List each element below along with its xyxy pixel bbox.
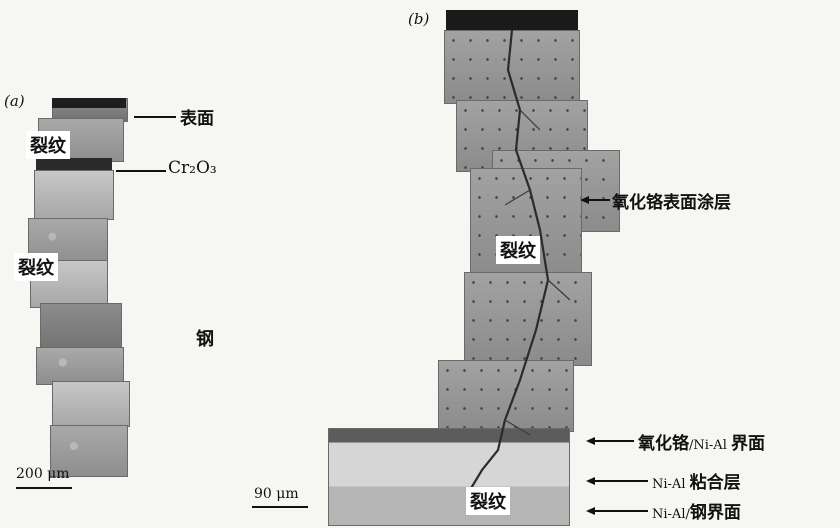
oxide-pointer [116, 170, 166, 172]
crack-label: 裂纹 [496, 236, 540, 264]
surface-pointer [134, 116, 176, 118]
crack-label: 裂纹 [466, 487, 510, 515]
oxide-band [36, 158, 112, 170]
oxide-interface-mid: /Ni-Al [689, 438, 731, 453]
surface-band [52, 98, 126, 108]
arrow-left-icon [586, 507, 595, 515]
coating-pointer [588, 199, 610, 201]
crack-label: 裂纹 [14, 253, 58, 281]
oxide-interface-prefix: 氧化铬 [638, 434, 689, 454]
bond-layer-suffix: 粘合层 [689, 473, 741, 493]
panel-b-label: (b) [408, 10, 430, 28]
bond-layer-pointer [594, 480, 648, 482]
bond-layer-tile [328, 428, 570, 526]
steel-interface-annotation: Ni-Al/钢界面 [652, 498, 741, 523]
coating-surface-band [446, 10, 578, 32]
panel-a-label: (a) [4, 92, 25, 110]
oxide-interface-annotation: 氧化铬/Ni-Al 界面 [638, 429, 765, 454]
scale-label: 200 μm [16, 466, 70, 482]
micrograph-tile [34, 170, 114, 220]
surface-annotation: 表面 [180, 109, 214, 129]
micrograph-tile [50, 425, 128, 477]
bond-layer-prefix: Ni-Al [652, 477, 690, 492]
arrow-left-icon [580, 196, 589, 204]
steel-interface-suffix: 钢界面 [689, 503, 741, 523]
crack-label: 裂纹 [26, 131, 70, 159]
arrow-left-icon [586, 437, 595, 445]
arrow-left-icon [586, 477, 595, 485]
micrograph-tile [40, 303, 122, 351]
oxide-annotation: Cr₂O₃ [168, 158, 217, 178]
steel-interface-prefix: Ni-Al/ [652, 507, 690, 522]
steel-interface-pointer [594, 510, 648, 512]
scale-label: 90 μm [254, 486, 299, 502]
oxide-interface-pointer [594, 440, 634, 442]
scale-bar [16, 487, 72, 489]
scale-bar [252, 506, 308, 508]
bond-layer-annotation: Ni-Al 粘合层 [652, 468, 741, 493]
steel-annotation: 钢 [196, 329, 214, 350]
coating-annotation: 氧化铬表面涂层 [612, 193, 731, 213]
micrograph-tile [444, 30, 580, 104]
oxide-interface-suffix: 界面 [730, 434, 765, 454]
